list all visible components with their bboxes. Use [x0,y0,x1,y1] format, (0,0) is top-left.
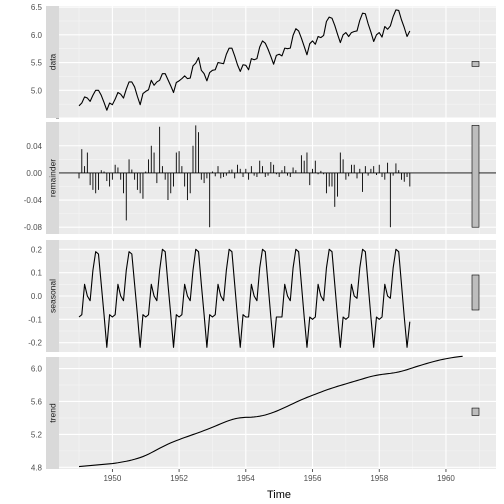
y-tick-label: 4.8 [31,463,43,472]
panel-label-data: data [48,53,58,70]
y-tick-label: 0.0 [31,292,43,301]
scale-bar [471,274,480,311]
panel-strip [46,240,59,352]
panel-strip [46,6,59,118]
y-tick-label: 6.0 [31,365,43,374]
y-tick-label: 0.2 [31,245,43,254]
chart-panels: 5.0 5.5 6.0 6.5 data 0.04 0.00 -0.04 -0.08 remain… [24,3,496,472]
y-tick-label: 0.1 [31,269,43,278]
x-tick-label: 1954 [237,474,255,483]
x-axis: 1950 1952 1954 1956 1958 1960 [103,469,455,483]
y-tick-label: 5.2 [31,430,43,439]
y-tick-label: 6.0 [31,31,43,40]
series-line-data [78,9,411,111]
x-tick-label: 1958 [370,474,388,483]
panel-trend: 4.8 5.2 5.6 6.0 trend [31,355,496,472]
y-tick-label: 5.6 [31,397,43,406]
panel-background [59,357,496,469]
y-tick-label: 0.00 [26,169,42,178]
scale-bar [471,125,480,228]
series-line-trend [78,355,463,468]
series-line-seasonal [78,248,411,348]
y-tick-label: 5.5 [31,59,43,68]
y-tick-label: 6.5 [31,3,43,12]
x-axis-title: Time [267,489,291,501]
x-tick-label: 1960 [437,474,455,483]
y-tick-label: 5.0 [31,86,43,95]
y-tick-label: -0.08 [24,223,43,232]
panel-label-remainder: remainder [48,159,58,197]
y-tick-label: -0.04 [24,196,43,205]
panel-label-seasonal: seasonal [48,279,58,313]
x-tick-label: 1956 [304,474,322,483]
panel-seasonal: -0.2 -0.1 0.0 0.1 0.2 seasonal [28,240,496,352]
y-tick-label: -0.1 [28,315,42,324]
panel-background [59,122,496,234]
panel-label-trend: trend [48,403,58,423]
y-tick-label: -0.2 [28,339,42,348]
x-tick-label: 1950 [103,474,121,483]
x-tick-label: 1952 [170,474,188,483]
y-tick-label: 0.04 [26,142,42,151]
panel-data: 5.0 5.5 6.0 6.5 data [31,3,496,119]
panel-remainder: 0.04 0.00 -0.04 -0.08 remainder [24,122,496,234]
panel-strip [46,122,59,234]
panel-strip [46,357,59,469]
panel-background [59,6,496,118]
scale-bar [471,407,480,416]
scale-bar [471,61,480,67]
